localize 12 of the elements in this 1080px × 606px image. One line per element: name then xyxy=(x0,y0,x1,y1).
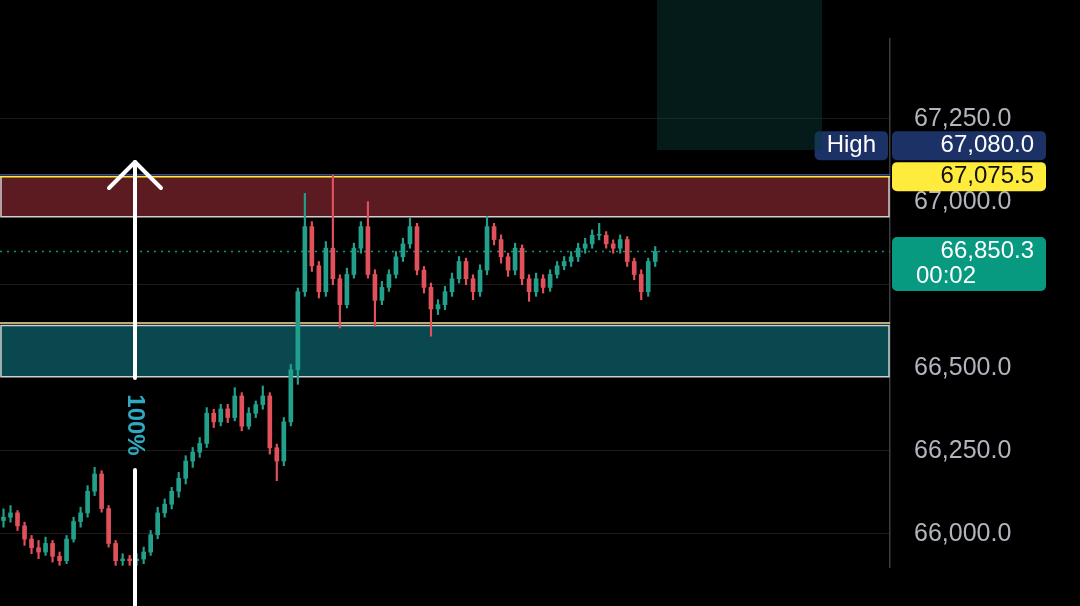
y-tick-label: 66,500.0 xyxy=(914,351,1012,380)
candlestick xyxy=(8,505,13,523)
candlestick xyxy=(1,508,6,528)
y-tick-label: 66,000.0 xyxy=(914,517,1012,546)
candlestick xyxy=(36,540,41,560)
candlestick xyxy=(57,551,62,566)
annotation: High xyxy=(826,130,876,158)
y-tick-label: 67,250.0 xyxy=(914,102,1012,131)
y-tick-label: 66,250.0 xyxy=(914,434,1012,463)
ref-line-label: 66,850.3 00:02 xyxy=(916,236,1034,289)
legend-label: 67,080.0 xyxy=(940,130,1034,158)
annotation: 100% xyxy=(123,394,151,456)
